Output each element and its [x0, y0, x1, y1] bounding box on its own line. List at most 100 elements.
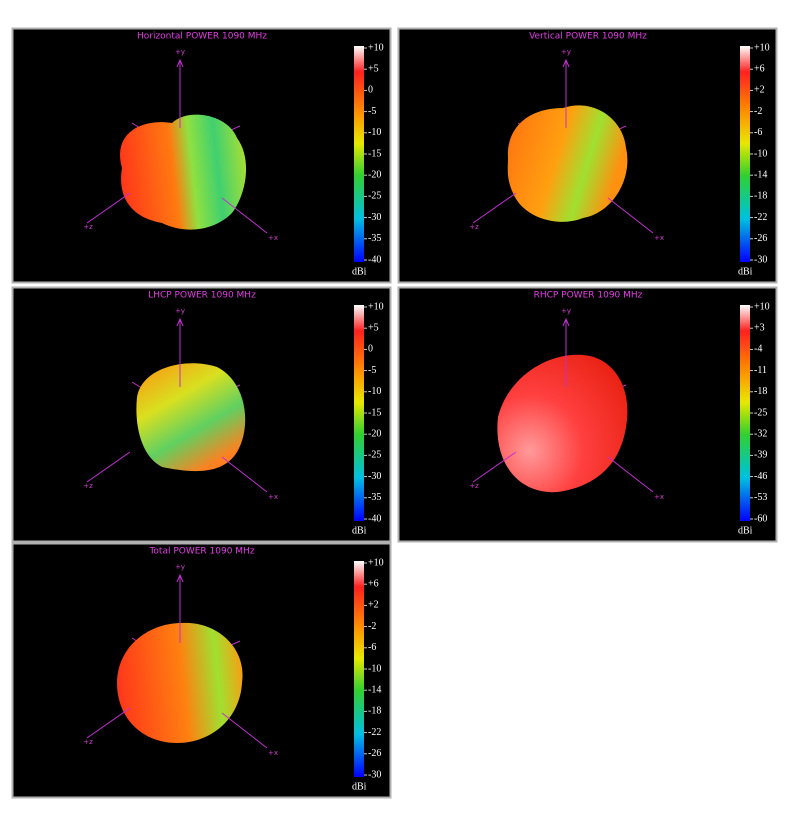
- scale-label: +10: [754, 42, 770, 53]
- z-axis: [86, 707, 131, 739]
- scale-label: -10: [368, 386, 381, 397]
- color-bar: [740, 305, 750, 521]
- scale-label: -60: [754, 513, 767, 524]
- scale-label: -40: [368, 513, 381, 524]
- scale-label: -14: [754, 169, 767, 180]
- axis-label: +z: [83, 482, 93, 490]
- scale-label: +6: [368, 578, 379, 589]
- scale-label: -25: [754, 407, 767, 418]
- scale-label: 0: [368, 85, 373, 96]
- axis-label: +y: [175, 563, 185, 571]
- axis-label: +z: [83, 223, 93, 231]
- scale-label: 0: [368, 344, 373, 355]
- axis-label: +x: [268, 749, 278, 757]
- scale-label: -35: [368, 233, 381, 244]
- scale-label: -32: [754, 428, 767, 439]
- scale-label: -39: [754, 450, 767, 461]
- scale-label: +3: [754, 322, 765, 333]
- panel-title: RHCP POWER 1090 MHz: [534, 291, 643, 301]
- x-axis: [607, 197, 654, 234]
- x-axis: [221, 456, 268, 493]
- scale-label: -4: [754, 344, 762, 355]
- panel-title: Horizontal POWER 1090 MHz: [137, 32, 267, 42]
- z-axis: [86, 192, 131, 224]
- x-axis: [607, 456, 654, 493]
- panel: Vertical POWER 1090 MHz +y +z +x +10 +6 +2 -2 -6…: [397, 27, 778, 284]
- scale-label: -2: [368, 621, 376, 632]
- pattern-surface: [117, 622, 243, 743]
- scale-label: +5: [368, 63, 379, 74]
- scale-label: -18: [754, 191, 767, 202]
- scale-label: +5: [368, 322, 379, 333]
- scale-label: +2: [754, 85, 765, 96]
- color-bar: [354, 561, 364, 777]
- scale-label: -40: [368, 254, 381, 265]
- scale-label: -22: [754, 212, 767, 223]
- panel: LHCP POWER 1090 MHz +y +z +x +10 +5 0 -5 -10 -15 -…: [11, 286, 392, 543]
- axis-label: +y: [175, 307, 185, 315]
- scale-label: -35: [368, 492, 381, 503]
- scale-label: -15: [368, 148, 381, 159]
- scale-label: -25: [368, 191, 381, 202]
- axis-label: +y: [175, 48, 185, 56]
- z-axis: [472, 451, 517, 483]
- axis-label: +x: [268, 234, 278, 242]
- panel-title: LHCP POWER 1090 MHz: [148, 291, 256, 301]
- scale-unit: dBi: [352, 525, 367, 536]
- scale-label: -20: [368, 428, 381, 439]
- scale-unit: dBi: [352, 266, 367, 277]
- scale-unit: dBi: [738, 525, 753, 536]
- scale-label: +2: [368, 600, 379, 611]
- scale-label: -30: [368, 471, 381, 482]
- scale-label: -14: [368, 684, 381, 695]
- scale-label: -30: [368, 212, 381, 223]
- scale-label: -46: [754, 471, 767, 482]
- z-axis: [472, 192, 517, 224]
- pattern-surface: [507, 105, 628, 222]
- scale-label: +10: [754, 301, 770, 312]
- arrow: [176, 317, 184, 327]
- panel: Total POWER 1090 MHz +y +z +x +10 +6 +2 -2 -6 -10…: [11, 542, 392, 799]
- x-axis: [221, 197, 268, 234]
- axis-label: +z: [469, 482, 479, 490]
- scale-label: -2: [754, 106, 762, 117]
- scale-label: -6: [754, 127, 762, 138]
- panel-title: Total POWER 1090 MHz: [148, 547, 254, 557]
- scale-label: -26: [368, 748, 381, 759]
- z-axis: [86, 451, 131, 483]
- axis-label: +y: [561, 48, 571, 56]
- scale-label: +6: [754, 63, 765, 74]
- scale-label: -18: [754, 386, 767, 397]
- arrow: [562, 317, 570, 327]
- axis-label: +x: [654, 234, 664, 242]
- arrow: [562, 58, 570, 68]
- scale-label: -30: [754, 254, 767, 265]
- scale-label: -11: [754, 365, 767, 376]
- scale-unit: dBi: [738, 266, 753, 277]
- scale-label: -53: [754, 492, 767, 503]
- scale-label: -30: [368, 769, 381, 780]
- arrow: [176, 58, 184, 68]
- axis-label: +z: [469, 223, 479, 231]
- scale-label: +10: [368, 557, 384, 568]
- color-bar: [354, 305, 364, 521]
- scale-label: -10: [754, 148, 767, 159]
- scale-label: -15: [368, 407, 381, 418]
- pattern-surface: [497, 354, 628, 493]
- panel: RHCP POWER 1090 MHz +y +z +x +10 +3 -4 -11 -18 -2…: [397, 286, 778, 543]
- color-bar: [740, 46, 750, 262]
- pattern-surface: [120, 114, 247, 230]
- scale-label: +10: [368, 301, 384, 312]
- scale-label: -18: [368, 706, 381, 717]
- axis-label: +z: [83, 738, 93, 746]
- axis-label: +x: [268, 493, 278, 501]
- pattern-surface: [136, 363, 246, 472]
- x-axis: [221, 712, 268, 749]
- panel-title: Vertical POWER 1090 MHz: [529, 32, 647, 42]
- scale-label: -5: [368, 365, 376, 376]
- axis-label: +y: [561, 307, 571, 315]
- axis-label: +x: [654, 493, 664, 501]
- scale-label: +10: [368, 42, 384, 53]
- scale-label: -5: [368, 106, 376, 117]
